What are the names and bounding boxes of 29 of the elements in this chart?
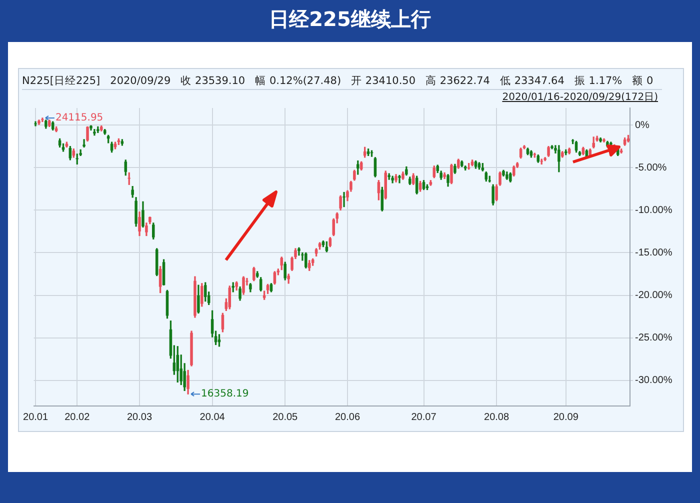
x-tick-label: 20.09 — [553, 412, 579, 423]
text: 低 23347.64 — [500, 74, 564, 88]
y-tick-label: -25.00% — [635, 332, 672, 344]
text: 开 23410.50 — [351, 74, 416, 88]
y-tick-label: -20.00% — [635, 290, 672, 302]
y-tick-label: 0% — [635, 120, 650, 131]
y-tick-label: -10.00% — [635, 204, 672, 216]
text: 收 23539.10 — [180, 74, 246, 88]
x-tick-label: 20.02 — [64, 412, 90, 423]
y-tick-label: -15.00% — [635, 247, 672, 258]
text: 2020/01/16-2020/09/29(172日) — [502, 91, 658, 104]
text: 额 0 — [632, 74, 654, 88]
x-tick-label: 20.07 — [411, 412, 437, 423]
y-tick-label: -30.00% — [635, 375, 672, 386]
x-tick-label: 20.06 — [334, 412, 360, 423]
annotation: 24115.95 — [55, 112, 104, 124]
text: 振 1.17% — [574, 74, 622, 88]
text: 2020/09/29 — [110, 74, 171, 86]
text: N225[日经225] — [22, 74, 100, 88]
x-tick-label: 20.04 — [200, 412, 226, 423]
y-tick-label: -5.00% — [635, 162, 667, 174]
text: 幅 0.12%(27.48) — [255, 74, 342, 88]
chart-title: 日经225继续上行 — [268, 6, 432, 33]
x-tick-label: 20.05 — [272, 412, 298, 423]
text: 高 23622.74 — [426, 74, 490, 88]
x-tick-label: 20.08 — [484, 412, 510, 423]
x-tick-label: 20.03 — [127, 412, 152, 423]
annotation: 16358.19 — [201, 388, 249, 400]
x-tick-label: 20.01 — [23, 412, 48, 423]
